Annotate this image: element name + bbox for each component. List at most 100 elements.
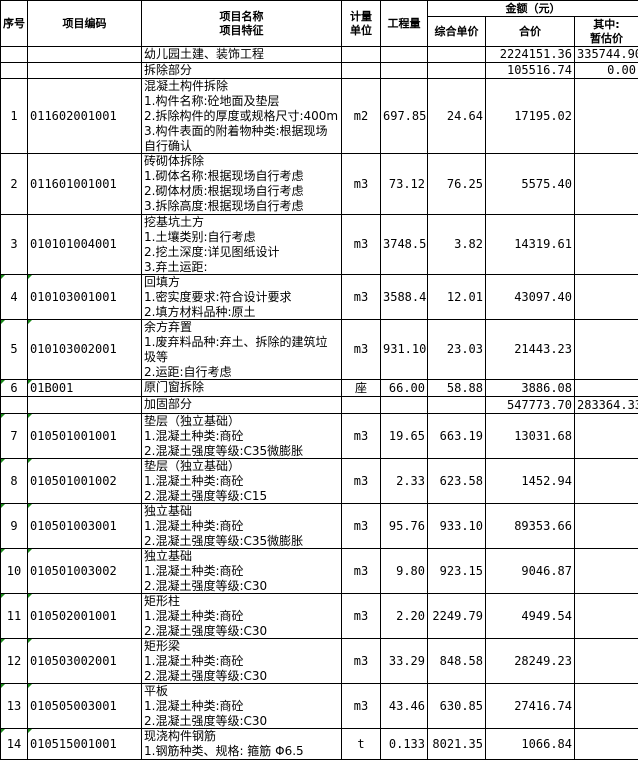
cell-unit-price[interactable] [428, 397, 486, 414]
cell-description[interactable]: 平板 1.混凝土种类:商砼 2.混凝土强度等级:C30 [142, 684, 342, 729]
cell-description[interactable]: 余方弃置 1.废弃料品种:弃土、拆除的建筑垃 圾等 2.运距:自行考虑 [142, 320, 342, 380]
cell-unit[interactable]: m3 [342, 459, 381, 504]
cell-quantity[interactable] [381, 397, 428, 414]
cell-seq[interactable]: 13 [1, 684, 28, 729]
cell-seq[interactable]: 2 [1, 154, 28, 215]
cell-code[interactable]: 01B001 [28, 380, 142, 397]
cell-unit[interactable] [342, 397, 381, 414]
cell-seq[interactable]: 12 [1, 639, 28, 684]
cell-code[interactable]: 010515001001 [28, 729, 142, 760]
cell-total[interactable]: 105516.74 [486, 63, 575, 79]
cell-unit[interactable]: m3 [342, 414, 381, 459]
cell-quantity[interactable]: 73.12 [381, 154, 428, 215]
cell-code[interactable]: 010103002001 [28, 320, 142, 380]
cell-quantity[interactable]: 2.20 [381, 594, 428, 639]
cell-description[interactable]: 独立基础 1.混凝土种类:商砼 2.混凝土强度等级:C30 [142, 549, 342, 594]
cell-provisional[interactable] [575, 729, 638, 760]
cell-unit[interactable]: m3 [342, 549, 381, 594]
cell-provisional[interactable]: 335744.90 [575, 47, 638, 63]
cell-code[interactable] [28, 47, 142, 63]
cell-total[interactable]: 3886.08 [486, 380, 575, 397]
cell-quantity[interactable]: 19.65 [381, 414, 428, 459]
cell-provisional[interactable]: 283364.33 [575, 397, 638, 414]
cell-seq[interactable]: 6 [1, 380, 28, 397]
cell-total[interactable]: 17195.02 [486, 79, 575, 154]
cell-provisional[interactable]: 0.00 [575, 63, 638, 79]
cell-unit-price[interactable]: 3.82 [428, 215, 486, 275]
cell-description[interactable]: 加固部分 [142, 397, 342, 414]
cell-code[interactable] [28, 63, 142, 79]
cell-seq[interactable]: 1 [1, 79, 28, 154]
cell-unit[interactable] [342, 47, 381, 63]
cell-seq[interactable]: 8 [1, 459, 28, 504]
cell-code[interactable] [28, 397, 142, 414]
cell-description[interactable]: 独立基础 1.混凝土种类:商砼 2.混凝土强度等级:C35微膨胀 [142, 504, 342, 549]
cell-quantity[interactable]: 95.76 [381, 504, 428, 549]
cell-code[interactable]: 010501001002 [28, 459, 142, 504]
cell-unit-price[interactable]: 2249.79 [428, 594, 486, 639]
cell-code[interactable]: 011601001001 [28, 154, 142, 215]
cell-unit-price[interactable] [428, 63, 486, 79]
cell-code[interactable]: 010103001001 [28, 275, 142, 320]
cell-code[interactable]: 010501003002 [28, 549, 142, 594]
cell-unit[interactable]: m3 [342, 320, 381, 380]
cell-provisional[interactable] [575, 275, 638, 320]
cell-provisional[interactable] [575, 459, 638, 504]
cell-unit[interactable]: m3 [342, 684, 381, 729]
cell-quantity[interactable]: 697.85 [381, 79, 428, 154]
cell-unit[interactable] [342, 63, 381, 79]
cell-unit-price[interactable]: 23.03 [428, 320, 486, 380]
cell-seq[interactable]: 5 [1, 320, 28, 380]
cell-unit[interactable]: m3 [342, 639, 381, 684]
cell-unit-price[interactable]: 8021.35 [428, 729, 486, 760]
cell-description[interactable]: 垫层（独立基础） 1.混凝土种类:商砼 2.混凝土强度等级:C15 [142, 459, 342, 504]
cell-description[interactable]: 挖基坑土方 1.土壤类别:自行考虑 2.挖土深度:详见图纸设计 3.弃土运距: [142, 215, 342, 275]
cell-unit[interactable]: m3 [342, 594, 381, 639]
cell-unit-price[interactable]: 630.85 [428, 684, 486, 729]
cell-unit[interactable]: m3 [342, 154, 381, 215]
cell-quantity[interactable] [381, 47, 428, 63]
cell-provisional[interactable] [575, 154, 638, 215]
cell-total[interactable]: 43097.40 [486, 275, 575, 320]
cell-quantity[interactable] [381, 63, 428, 79]
cell-code[interactable]: 010502001001 [28, 594, 142, 639]
cell-unit-price[interactable]: 58.88 [428, 380, 486, 397]
cell-seq[interactable]: 4 [1, 275, 28, 320]
cell-provisional[interactable] [575, 549, 638, 594]
cell-quantity[interactable]: 931.10 [381, 320, 428, 380]
cell-provisional[interactable] [575, 320, 638, 380]
cell-provisional[interactable] [575, 504, 638, 549]
cell-unit[interactable]: 座 [342, 380, 381, 397]
cell-unit-price[interactable]: 24.64 [428, 79, 486, 154]
cell-total[interactable]: 27416.74 [486, 684, 575, 729]
cell-total[interactable]: 1452.94 [486, 459, 575, 504]
cell-quantity[interactable]: 33.29 [381, 639, 428, 684]
cell-total[interactable]: 9046.87 [486, 549, 575, 594]
cell-code[interactable]: 010503002001 [28, 639, 142, 684]
cell-description[interactable]: 拆除部分 [142, 63, 342, 79]
cell-code[interactable]: 010501003001 [28, 504, 142, 549]
cell-quantity[interactable]: 66.00 [381, 380, 428, 397]
cell-description[interactable]: 幼儿园土建、装饰工程 [142, 47, 342, 63]
cell-quantity[interactable]: 43.46 [381, 684, 428, 729]
cell-unit-price[interactable]: 848.58 [428, 639, 486, 684]
cell-description[interactable]: 垫层（独立基础） 1.混凝土种类:商砼 2.混凝土强度等级:C35微膨胀 [142, 414, 342, 459]
cell-total[interactable]: 28249.23 [486, 639, 575, 684]
cell-seq[interactable]: 3 [1, 215, 28, 275]
cell-provisional[interactable] [575, 684, 638, 729]
cell-provisional[interactable] [575, 594, 638, 639]
cell-total[interactable]: 13031.68 [486, 414, 575, 459]
cell-quantity[interactable]: 3588.46 [381, 275, 428, 320]
cell-total[interactable]: 14319.61 [486, 215, 575, 275]
cell-provisional[interactable] [575, 414, 638, 459]
cell-seq[interactable]: 7 [1, 414, 28, 459]
cell-code[interactable]: 010505003001 [28, 684, 142, 729]
cell-unit-price[interactable]: 76.25 [428, 154, 486, 215]
cell-description[interactable]: 混凝土构件拆除 1.构件名称:砼地面及垫层 2.拆除构件的厚度或规格尺寸:400… [142, 79, 342, 154]
cell-provisional[interactable] [575, 215, 638, 275]
cell-seq[interactable]: 9 [1, 504, 28, 549]
cell-seq[interactable] [1, 397, 28, 414]
cell-description[interactable]: 矩形柱 1.混凝土种类:商砼 2.混凝土强度等级:C30 [142, 594, 342, 639]
cell-provisional[interactable] [575, 639, 638, 684]
cell-description[interactable]: 现浇构件钢筋 1.钢筋种类、规格: 箍筋 Φ6.5 [142, 729, 342, 760]
